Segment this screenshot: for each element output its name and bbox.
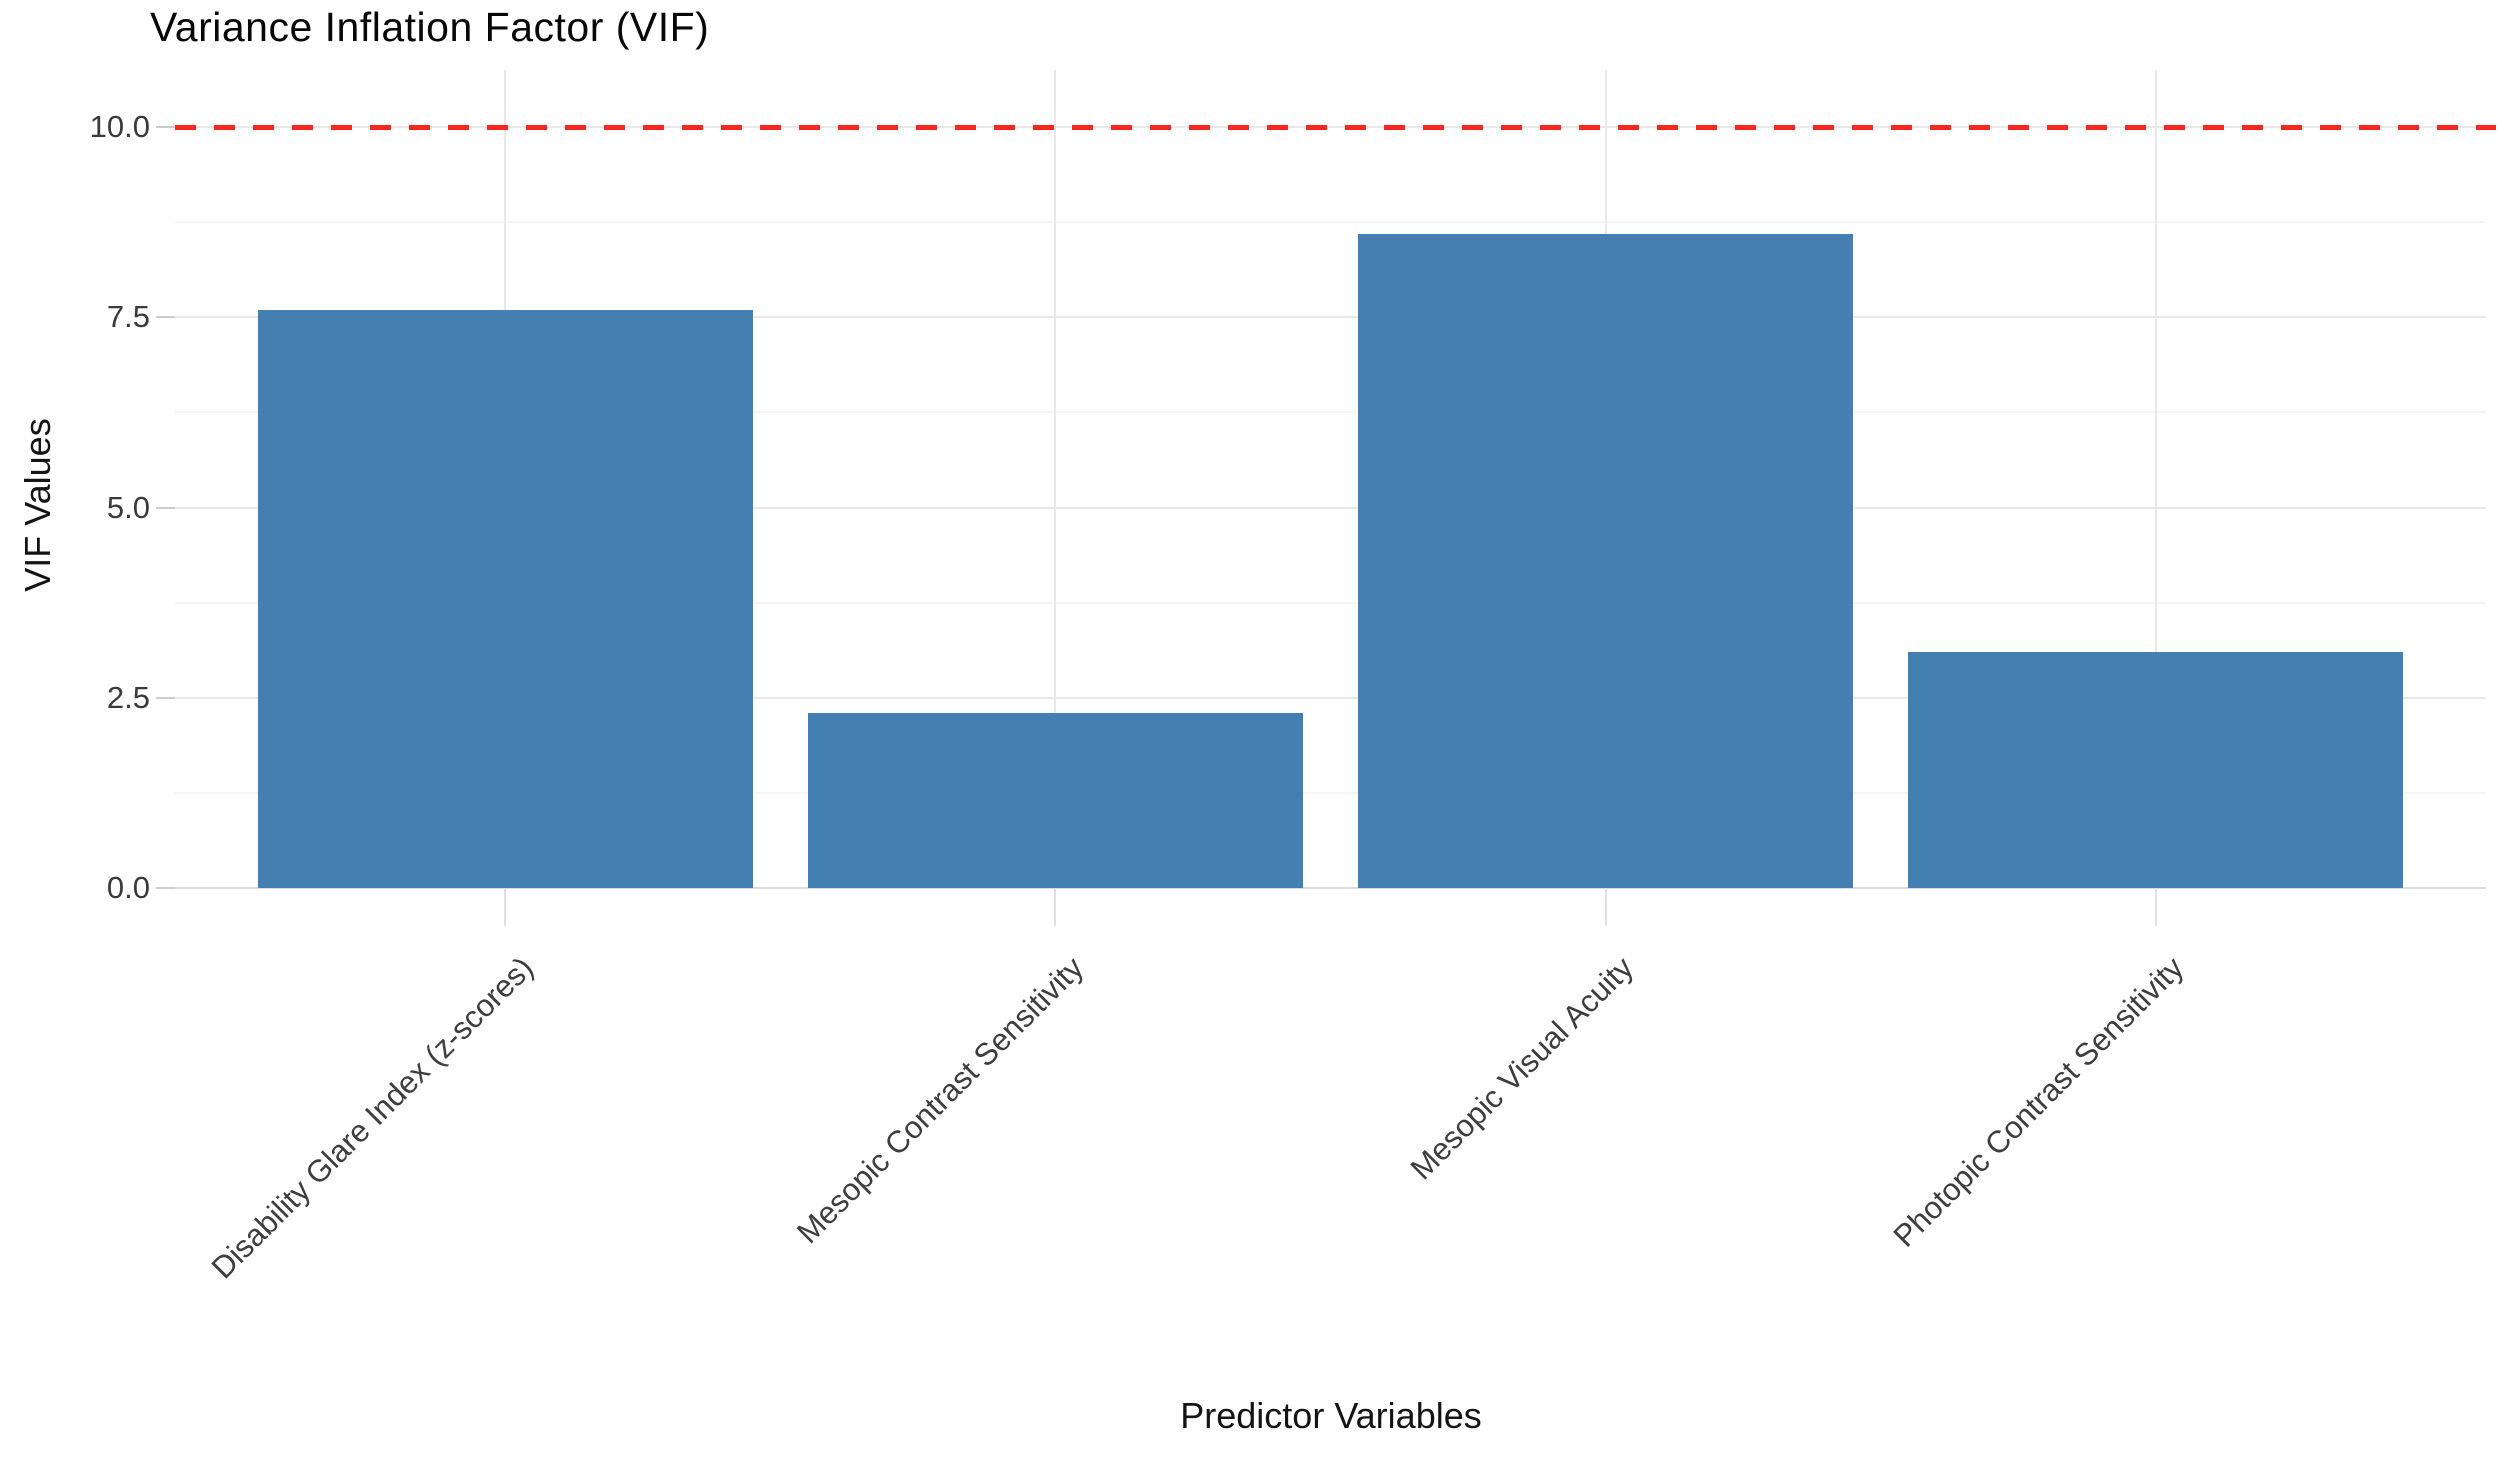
major-gridline [175, 316, 2486, 319]
minor-gridline [175, 601, 2486, 604]
x-tick-label: Photopic Contrast Sensitivity [1886, 950, 2191, 1254]
minor-gridline [175, 791, 2486, 794]
vertical-gridline [2154, 70, 2157, 888]
major-gridline [175, 506, 2486, 509]
minor-gridline [175, 411, 2486, 414]
x-tick-label: Mesopic Contrast Sensitivity [790, 950, 1091, 1251]
y-axis-tick [156, 696, 175, 699]
y-axis-tick [156, 887, 175, 889]
y-tick-label: 7.5 [106, 299, 150, 335]
y-tick-label: 0.0 [106, 870, 150, 905]
minor-gridline [175, 221, 2486, 224]
y-axis-tick [156, 506, 175, 509]
x-axis-tick [2154, 888, 2157, 926]
y-axis-tick [156, 126, 175, 128]
y-tick-label: 2.5 [106, 679, 150, 715]
chart-title: Variance Inflation Factor (VIF) [150, 4, 710, 50]
vif-bar [257, 309, 753, 888]
vertical-gridline [1054, 70, 1057, 888]
y-tick-label: 5.0 [106, 489, 150, 525]
vif-bar [807, 712, 1303, 888]
major-gridline [175, 696, 2486, 699]
vif-bar [1358, 233, 1854, 888]
x-tick-label: Mesopic Visual Acuity [1404, 950, 1641, 1187]
x-axis-tick [1604, 888, 1607, 926]
y-axis-tick [156, 316, 175, 319]
x-axis-tick [504, 888, 507, 926]
y-tick-label: 10.0 [89, 109, 150, 144]
vif-threshold-line [175, 125, 2496, 130]
x-axis-tick [1054, 888, 1057, 926]
x-axis-title: Predictor Variables [1180, 1395, 1482, 1436]
major-gridline [175, 887, 2486, 889]
vif-bar [1908, 652, 2404, 888]
x-tick-label: Disability Glare Index (z-scores) [204, 950, 540, 1286]
